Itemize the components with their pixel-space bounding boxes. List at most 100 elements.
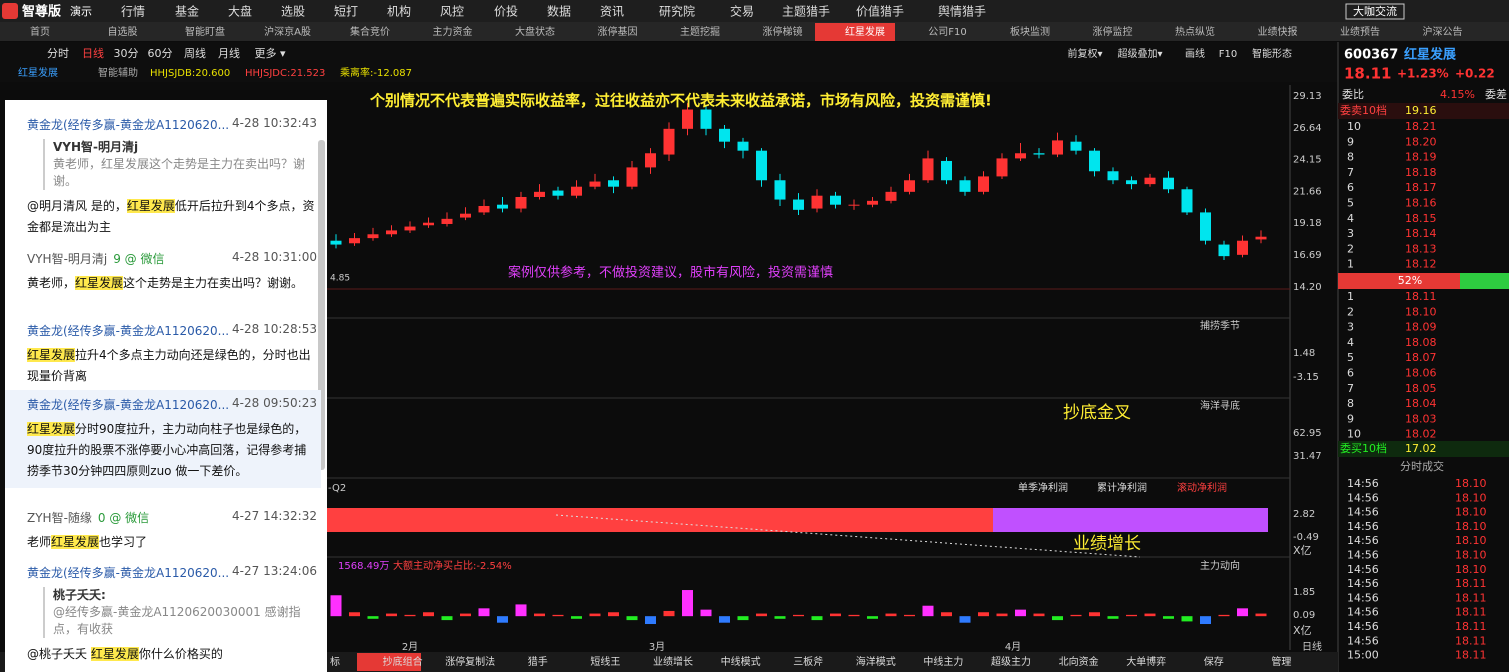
bottom-tab[interactable]: 超级主力 — [991, 655, 1031, 668]
tab[interactable]: 涨停监控 — [1093, 25, 1133, 38]
text-segment: 老师 — [27, 535, 52, 549]
bottom-tab[interactable]: 三板斧 — [793, 655, 823, 668]
stock-name: 红星发展 — [18, 66, 58, 79]
menu-item[interactable]: 价投 — [494, 4, 518, 19]
price-tick: 21.66 — [1293, 186, 1322, 197]
menu-button[interactable]: 大咖交流 — [1353, 4, 1397, 18]
bottom-tab[interactable]: 大单博弈 — [1126, 655, 1166, 668]
menu-item[interactable]: 行情 — [121, 5, 145, 19]
bid-price: 18.03 — [1405, 412, 1437, 425]
bottom-tab[interactable]: 北向资金 — [1059, 655, 1099, 668]
period[interactable]: 分时 — [47, 47, 69, 60]
bottom-tab[interactable]: 猎手 — [528, 655, 548, 668]
level: 5 — [1347, 351, 1354, 364]
tab[interactable]: 热点纵览 — [1175, 25, 1215, 38]
tab[interactable]: 沪深京A股 — [264, 25, 311, 38]
bottom-tab[interactable]: 业绩增长 — [653, 655, 693, 668]
tab[interactable]: 大盘状态 — [515, 25, 555, 38]
tab[interactable]: 业绩预告 — [1340, 25, 1380, 38]
tab[interactable]: 业绩快报 — [1258, 25, 1298, 38]
menu-item[interactable]: 基金 — [175, 4, 199, 19]
menu-item[interactable]: 选股 — [281, 5, 305, 19]
bottom-tab[interactable]: 管理 — [1271, 655, 1291, 668]
ask-price: 18.13 — [1405, 242, 1437, 255]
candle-body — [1052, 140, 1063, 155]
legend-item: 累计净利润 — [1097, 481, 1147, 494]
bottom-tab[interactable]: 中线主力 — [923, 655, 963, 668]
flow-bar — [737, 616, 749, 621]
menu-item[interactable]: 数据 — [547, 4, 571, 19]
chat-panel[interactable]: 黄金龙(经传多赢-黄金龙A1120620... 4-28 10:32:43 VYH智… — [5, 100, 327, 672]
bid-price: 18.10 — [1405, 305, 1437, 318]
label: 分时成交 — [1400, 459, 1444, 473]
period[interactable]: 60分 — [148, 47, 173, 60]
flow-bar — [330, 595, 342, 617]
tool[interactable]: 超级叠加▾ — [1117, 47, 1162, 60]
candle-body — [682, 109, 693, 129]
tab[interactable]: 自选股 — [108, 25, 138, 38]
trade-price: 18.10 — [1455, 506, 1487, 519]
flow-bar — [811, 616, 823, 621]
menu-item[interactable]: 舆情猎手 — [938, 4, 986, 19]
tool[interactable]: 画线 — [1185, 47, 1205, 60]
tool[interactable]: F10 — [1219, 49, 1237, 60]
tab[interactable]: 主题挖掘 — [680, 25, 720, 38]
tab[interactable]: 主力资金 — [433, 25, 473, 38]
bottom-tab[interactable]: 涨停复制法 — [445, 655, 495, 668]
text-segment: @桃子夭夭 — [27, 647, 91, 661]
menu-item[interactable]: 机构 — [387, 4, 411, 19]
tab[interactable]: 板块监测 — [1010, 25, 1050, 38]
bottom-tab[interactable]: 保存 — [1204, 655, 1224, 668]
author-wrap: ZYH智-随缘 0 @ 微信 — [27, 509, 149, 526]
menu-item[interactable]: 风控 — [440, 5, 464, 19]
trade-price: 18.11 — [1455, 577, 1487, 590]
tab[interactable]: 智能盯盘 — [185, 25, 225, 38]
menu-item[interactable]: 交易 — [730, 4, 754, 19]
tool[interactable]: 智能形态 — [1252, 47, 1292, 60]
bottom-tab[interactable]: 海洋模式 — [856, 655, 896, 668]
tab[interactable]: 集合竞价 — [350, 25, 390, 38]
tab[interactable]: 沪深公告 — [1423, 25, 1463, 38]
text-segment: 也学习了 — [99, 535, 148, 549]
period[interactable]: 日线 — [82, 46, 104, 60]
period[interactable]: 月线 — [218, 46, 240, 60]
period[interactable]: 更多 ▾ — [254, 46, 285, 60]
tab[interactable]: 涨停基因 — [598, 25, 638, 38]
candle-body — [1200, 212, 1211, 241]
tab[interactable]: 红星发展 — [845, 25, 885, 38]
menu-item[interactable]: 资讯 — [600, 5, 624, 19]
text-segment: 你什么价格买的 — [138, 647, 223, 661]
candle-body — [756, 150, 767, 181]
flow-bar — [534, 613, 545, 617]
tab[interactable]: 涨停梯镜 — [763, 25, 803, 38]
bottom-tab[interactable]: 中线模式 — [721, 655, 761, 668]
scrollbar[interactable] — [318, 140, 325, 470]
bottom-tab[interactable]: 短线王 — [590, 655, 620, 668]
menu-item[interactable]: 研究院 — [659, 4, 695, 19]
menu-item[interactable]: 主题猎手 — [782, 5, 830, 19]
tab[interactable]: 公司F10 — [928, 27, 966, 38]
menu-item[interactable]: 价值猎手 — [856, 4, 904, 19]
ask-price: 18.20 — [1405, 135, 1437, 148]
indicator-value: HHJSJDB:20.600 — [150, 68, 230, 79]
period[interactable]: 周线 — [184, 46, 206, 60]
period[interactable]: 30分 — [114, 47, 139, 60]
level: 4 — [1347, 212, 1354, 225]
bottom-tab[interactable]: 标 — [330, 656, 340, 668]
flow-bar — [830, 613, 841, 617]
menu-item[interactable]: 短打 — [334, 5, 358, 19]
bottom-tab[interactable]: 抄底组合 — [383, 655, 423, 668]
flow-bar — [1107, 616, 1119, 619]
candle-body — [811, 195, 823, 209]
author-wrap: VYH智-明月清j 9 @ 微信 — [27, 250, 165, 267]
candle-body — [941, 160, 952, 181]
flow-bar — [867, 616, 878, 619]
period-label: 日线 — [1302, 640, 1322, 653]
annotation: 业绩增长 — [1073, 534, 1141, 554]
tool[interactable]: 前复权▾ — [1067, 47, 1102, 60]
menu-item[interactable]: 大盘 — [228, 4, 252, 19]
tab[interactable]: 首页 — [30, 25, 50, 38]
flow-bar — [441, 616, 453, 621]
candle-body — [1237, 240, 1248, 255]
